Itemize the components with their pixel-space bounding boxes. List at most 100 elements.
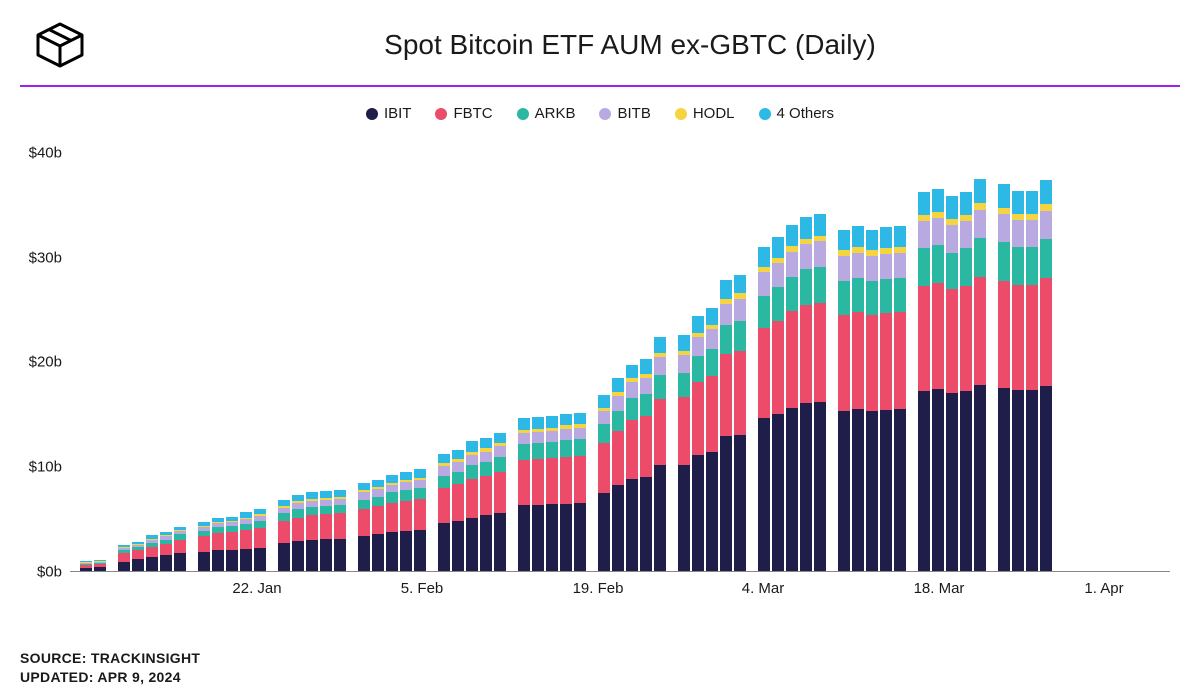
bar-segment: [706, 329, 718, 349]
bar-segment: [160, 544, 172, 556]
legend-label: BITB: [617, 105, 650, 122]
bar-segment: [132, 559, 144, 571]
bar-segment: [1012, 191, 1024, 214]
bar-segment: [226, 532, 238, 550]
stacked-bar: [278, 500, 290, 571]
bar-segment: [574, 428, 586, 440]
stacked-bar: [306, 492, 318, 571]
bar-segment: [560, 457, 572, 504]
stacked-bar: [678, 335, 690, 571]
legend-dot-icon: [599, 108, 611, 120]
bar-segment: [574, 456, 586, 503]
bar-segment: [466, 465, 478, 479]
bar-segment: [772, 414, 784, 571]
bar-segment: [772, 287, 784, 321]
y-tick-label: $0b: [37, 564, 62, 581]
bar-segment: [400, 490, 412, 500]
bar-segment: [480, 515, 492, 571]
bar-segment: [598, 411, 610, 425]
plot: [70, 132, 1170, 572]
bar-segment: [838, 230, 850, 251]
bar-segment: [574, 439, 586, 456]
bar-segment: [974, 179, 986, 203]
y-tick-label: $10b: [29, 459, 62, 476]
stacked-bar: [292, 495, 304, 571]
bar-segment: [720, 436, 732, 571]
bar-segment: [880, 313, 892, 409]
bar-segment: [532, 443, 544, 459]
bar-segment: [960, 221, 972, 248]
bar-group: [438, 433, 506, 571]
stacked-bar: [932, 189, 944, 571]
bar-group: [758, 214, 826, 571]
bar-segment: [1040, 386, 1052, 571]
stacked-bar: [1012, 191, 1024, 571]
bar-segment: [758, 272, 770, 295]
bar-segment: [974, 238, 986, 277]
bar-segment: [132, 550, 144, 559]
bar-segment: [720, 325, 732, 354]
bar-segment: [372, 506, 384, 534]
stacked-bar: [226, 517, 238, 571]
bar-segment: [438, 476, 450, 489]
bar-segment: [894, 409, 906, 571]
bar-segment: [1012, 285, 1024, 390]
bar-segment: [254, 548, 266, 571]
bar-segment: [466, 479, 478, 518]
stacked-bar: [198, 522, 210, 571]
bar-segment: [946, 393, 958, 571]
bar-segment: [598, 395, 610, 408]
bar-segment: [894, 312, 906, 408]
bar-segment: [800, 305, 812, 403]
bar-segment: [814, 402, 826, 571]
stacked-bar: [480, 438, 492, 571]
bar-segment: [452, 521, 464, 571]
bar-segment: [706, 349, 718, 376]
x-tick-label: 5. Feb: [401, 580, 444, 597]
stacked-bar: [212, 518, 224, 571]
bar-segment: [932, 245, 944, 283]
bar-segment: [466, 455, 478, 465]
bar-segment: [518, 505, 530, 571]
bar-group: [598, 337, 666, 571]
bar-segment: [772, 321, 784, 414]
bar-segment: [960, 192, 972, 215]
bar-segment: [626, 398, 638, 420]
bar-segment: [692, 356, 704, 382]
y-tick-label: $40b: [29, 144, 62, 161]
bar-segment: [358, 500, 370, 509]
bar-segment: [494, 433, 506, 443]
bar-segment: [400, 501, 412, 531]
bar-segment: [438, 454, 450, 463]
bar-segment: [598, 424, 610, 443]
stacked-bar: [852, 226, 864, 571]
bar-segment: [400, 472, 412, 480]
bar-segment: [212, 550, 224, 571]
stacked-bar: [1040, 180, 1052, 571]
bar-segment: [1040, 211, 1052, 239]
legend-label: FBTC: [453, 105, 492, 122]
bar-segment: [692, 455, 704, 571]
bar-segment: [998, 388, 1010, 571]
legend-dot-icon: [517, 108, 529, 120]
bar-segment: [852, 409, 864, 571]
bar-segment: [532, 432, 544, 444]
bar-segment: [880, 279, 892, 314]
bar-segment: [852, 312, 864, 408]
bar-segment: [918, 248, 930, 286]
y-axis: $0b$10b$20b$30b$40b: [15, 132, 70, 572]
stacked-bar: [240, 512, 252, 571]
bar-segment: [814, 214, 826, 236]
stacked-bar: [998, 184, 1010, 571]
bar-segment: [998, 214, 1010, 242]
bar-segment: [998, 242, 1010, 281]
bar-segment: [720, 304, 732, 325]
bar-segment: [494, 457, 506, 472]
bar-segment: [758, 328, 770, 418]
bar-segment: [546, 431, 558, 443]
bar-segment: [560, 440, 572, 457]
bar-segment: [278, 543, 290, 571]
bar-segment: [786, 408, 798, 571]
bar-segment: [320, 514, 332, 538]
bar-segment: [146, 547, 158, 557]
